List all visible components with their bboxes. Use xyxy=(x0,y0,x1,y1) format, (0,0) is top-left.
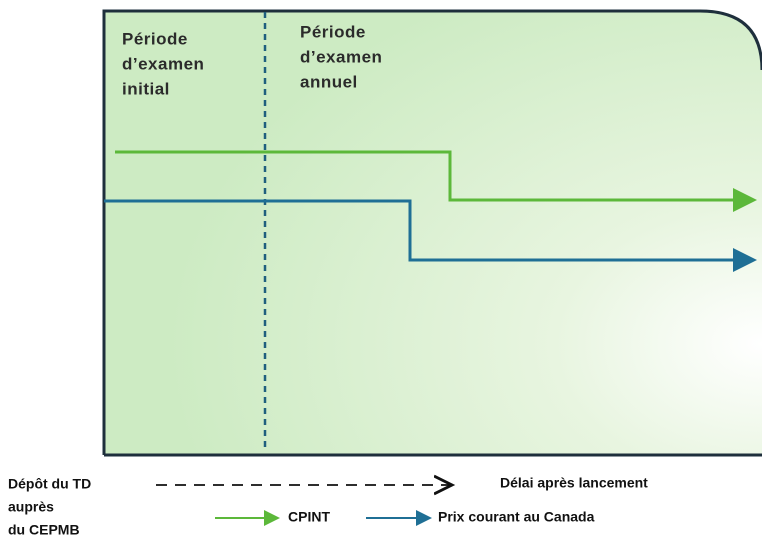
axis-label: Délai après lancement xyxy=(500,475,648,491)
period-labels: Période d’examen initial Période d’examen ann… xyxy=(122,22,382,98)
period-label: annuel xyxy=(300,72,358,91)
period-label: Période xyxy=(300,22,366,41)
price-line xyxy=(104,199,757,272)
legend-label: CPINT xyxy=(288,509,330,525)
cpint-line xyxy=(115,150,757,212)
origin-line: auprès xyxy=(8,499,54,515)
legend-label: Prix courant au Canada xyxy=(438,509,595,525)
period-label: initial xyxy=(122,79,170,98)
frame xyxy=(102,9,762,455)
period-label: d’examen xyxy=(300,47,382,66)
origin-line: Dépôt du TD xyxy=(8,476,91,492)
period-label: Période xyxy=(122,29,188,48)
origin-label: Dépôt du TD auprès du CEPMB xyxy=(8,476,91,538)
period-label: d’examen xyxy=(122,54,204,73)
chart-area xyxy=(104,11,762,455)
origin-line: du CEPMB xyxy=(8,522,80,538)
